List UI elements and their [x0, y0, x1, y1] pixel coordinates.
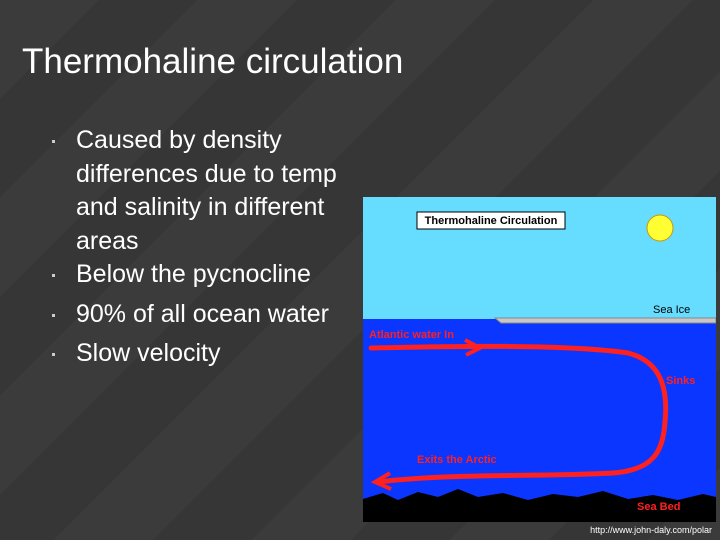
label: Sea Bed [637, 501, 680, 513]
label: Exits the Arctic [417, 454, 497, 466]
label: Sea Ice [653, 304, 690, 316]
label: Sinks [666, 375, 695, 387]
slide-title: Thermohaline circulation [22, 42, 404, 81]
sea-bed [363, 489, 716, 522]
circulation-path [368, 343, 669, 485]
diagram-title-box [416, 211, 566, 230]
source-link[interactable]: http://www.john-daly.com/polar [590, 525, 712, 535]
sun [646, 214, 674, 242]
sea-ice [493, 317, 716, 324]
ocean [363, 319, 716, 522]
diagram: Thermohaline Circulation Sea Ice Atlanti… [363, 197, 716, 522]
label: Atlantic water In [369, 329, 454, 341]
arrowhead [370, 471, 392, 491]
diagram-title: Thermohaline Circulation [425, 215, 558, 227]
bullet: 90% of all ocean water [48, 298, 348, 332]
bullet-list: Caused by density differences due to tem… [48, 124, 348, 377]
bullet: Below the pycnocline [48, 258, 348, 292]
bullet: Caused by density differences due to tem… [48, 124, 348, 258]
arrowhead [464, 338, 485, 357]
bullet: Slow velocity [48, 337, 348, 371]
